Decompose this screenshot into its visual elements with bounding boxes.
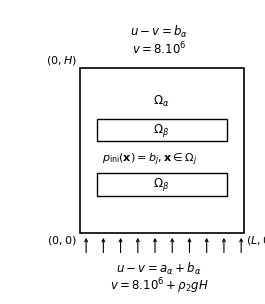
Bar: [80, 68, 244, 233]
Text: $(L, 0)$: $(L, 0)$: [246, 234, 265, 247]
Text: $\Omega_{\beta}$: $\Omega_{\beta}$: [153, 176, 169, 193]
Text: $\Omega_{\alpha}$: $\Omega_{\alpha}$: [153, 94, 169, 109]
Bar: [97, 173, 227, 196]
Text: $\Omega_{\beta}$: $\Omega_{\beta}$: [153, 122, 169, 139]
Text: $v = 8.10^6 + \rho_2 g H$: $v = 8.10^6 + \rho_2 g H$: [110, 276, 208, 295]
Bar: [97, 119, 227, 141]
Text: $p_{\mathrm{ini}}(\mathbf{x}) = b_j, \mathbf{x} \in \Omega_j$: $p_{\mathrm{ini}}(\mathbf{x}) = b_j, \ma…: [102, 151, 197, 168]
Text: $u - v = b_{\alpha}$: $u - v = b_{\alpha}$: [130, 24, 188, 40]
Text: $(0, H)$: $(0, H)$: [46, 54, 77, 67]
Text: $(0, 0)$: $(0, 0)$: [47, 234, 77, 247]
Text: $v = 8.10^6$: $v = 8.10^6$: [132, 40, 186, 57]
Text: $u - v = a_{\alpha} + b_{\alpha}$: $u - v = a_{\alpha} + b_{\alpha}$: [116, 261, 202, 277]
